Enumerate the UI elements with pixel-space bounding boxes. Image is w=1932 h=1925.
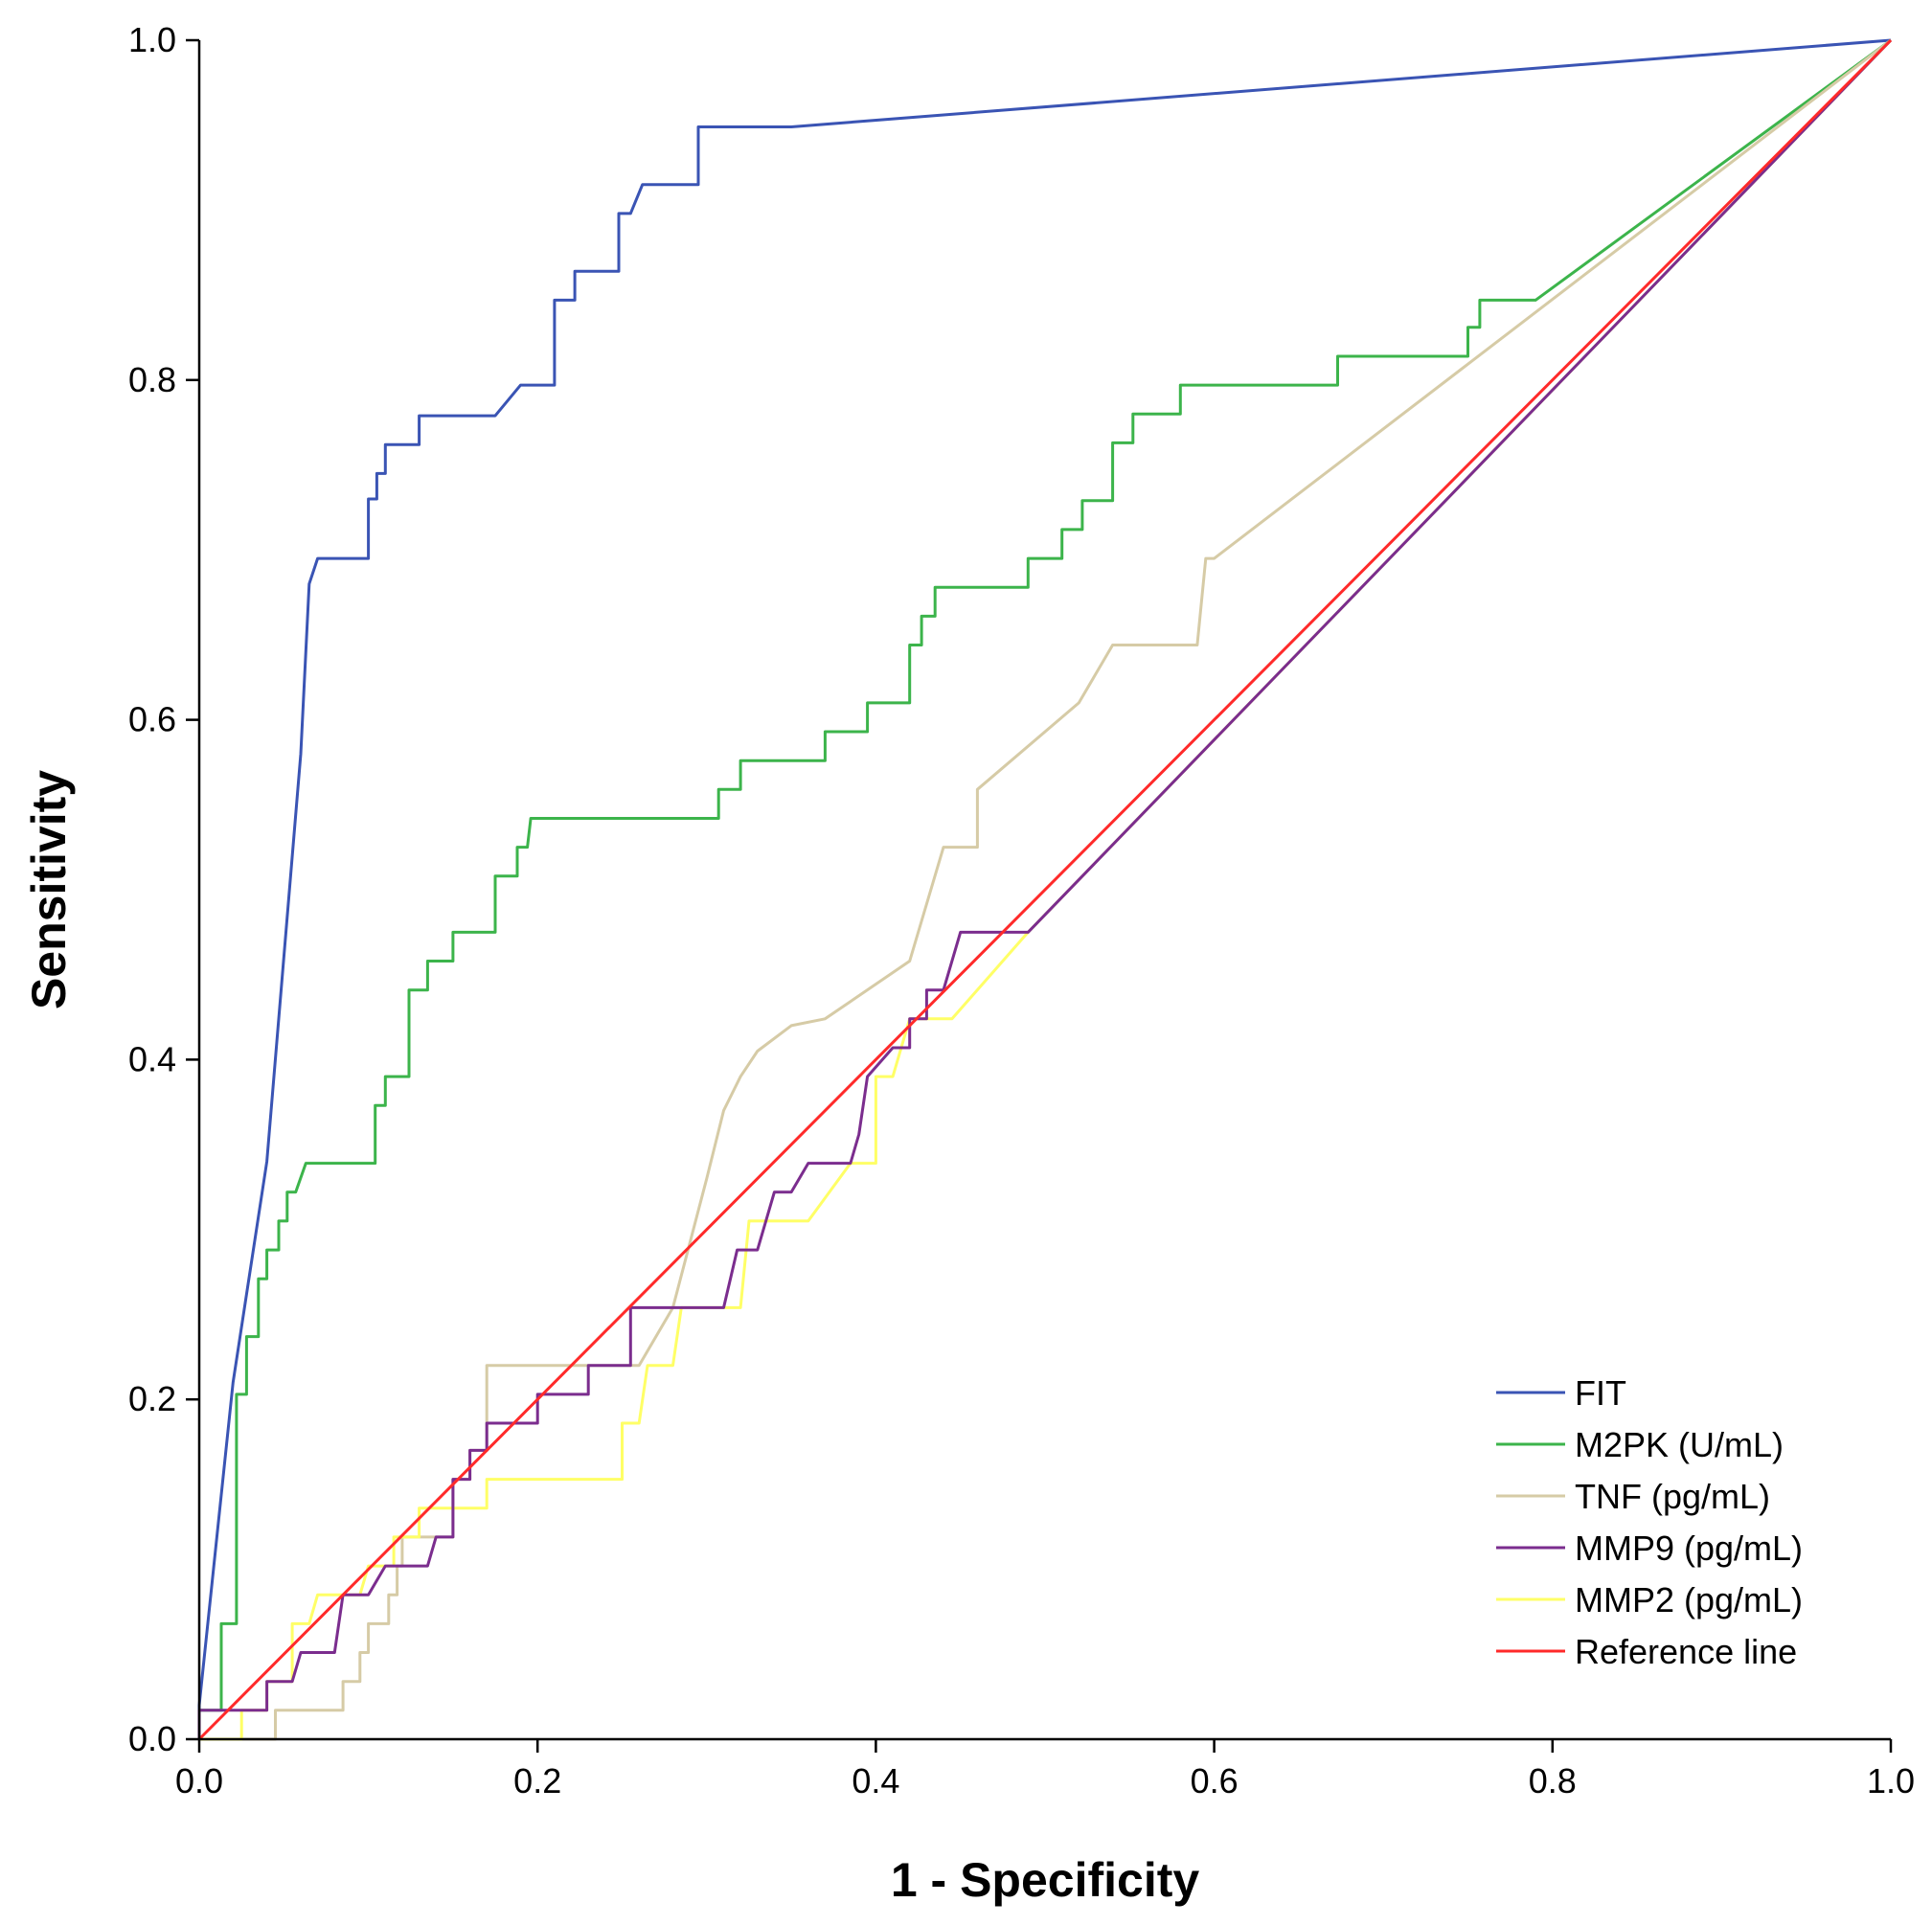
y-tick-label: 0.0 <box>128 1719 176 1758</box>
series-line-reference-line <box>197 38 1893 1741</box>
legend-label-mmp2-pg-ml: MMP2 (pg/mL) <box>1575 1580 1803 1619</box>
x-tick-label: 0.0 <box>175 1761 223 1800</box>
y-axis-title: Sensitivity <box>22 770 76 1009</box>
y-tick-label: 0.8 <box>128 360 176 399</box>
series-line-mmp9-pg-ml <box>197 38 1893 1739</box>
legend-label-mmp9-pg-ml: MMP9 (pg/mL) <box>1575 1529 1803 1568</box>
series-line-fit <box>197 38 1892 1739</box>
legend-label-m2pk-u-ml: M2PK (U/mL) <box>1575 1425 1784 1464</box>
legend-label-tnf-pg-ml: TNF (pg/mL) <box>1575 1477 1770 1516</box>
y-tick-label: 0.4 <box>128 1039 176 1078</box>
y-tick-label: 0.6 <box>128 700 176 739</box>
x-axis-title: 1 - Specificity <box>891 1853 1200 1907</box>
y-tick-label: 1.0 <box>128 20 176 59</box>
legend-label-reference-line: Reference line <box>1575 1632 1797 1671</box>
x-axis-ticks: 0.0 0.2 0.4 0.6 0.8 1.0 <box>175 1739 1915 1800</box>
series-layer <box>197 38 1893 1741</box>
legend-label-fit: FIT <box>1575 1373 1626 1413</box>
legend: FIT M2PK (U/mL) TNF (pg/mL) MMP9 (pg/mL) MMP… <box>1496 1373 1803 1671</box>
y-tick-label: 0.2 <box>128 1379 176 1418</box>
x-tick-label: 0.2 <box>513 1761 561 1800</box>
x-tick-label: 0.8 <box>1529 1761 1577 1800</box>
series-line-m2pk-u-ml <box>197 38 1892 1739</box>
series-line-mmp2-pg-ml <box>199 38 1893 1741</box>
x-tick-label: 0.6 <box>1191 1761 1239 1800</box>
y-axis-ticks: 0.0 0.2 0.4 0.6 0.8 1.0 <box>128 20 199 1758</box>
x-tick-label: 0.4 <box>852 1761 899 1800</box>
x-tick-label: 1.0 <box>1867 1761 1915 1800</box>
